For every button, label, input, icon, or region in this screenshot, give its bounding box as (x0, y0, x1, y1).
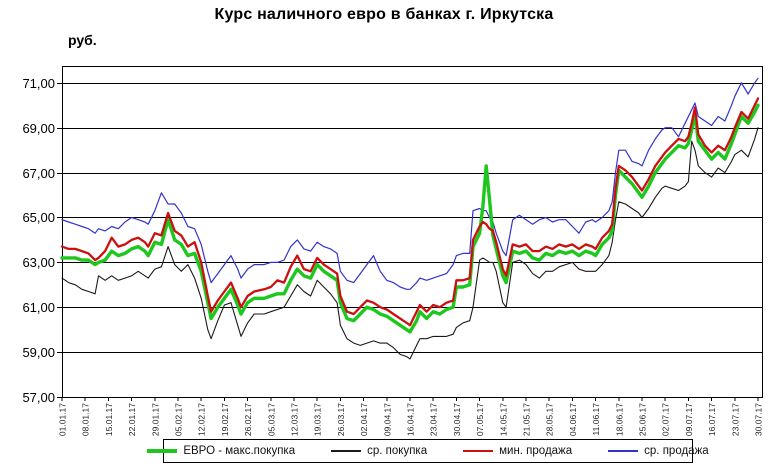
y-tick-label: 61,00 (22, 300, 55, 315)
x-tick-label: 14.05.17 (498, 403, 508, 436)
x-tick-label: 05.03.17 (266, 403, 276, 436)
legend-label-avg-buy: ср. покупка (367, 445, 428, 457)
x-tick-label: 09.07.17 (684, 403, 694, 436)
series-max-buy (60, 103, 760, 334)
plot-frame (62, 66, 763, 398)
series-avg-buy (61, 127, 759, 360)
y-tick-label: 67,00 (22, 166, 55, 181)
x-tick-label: 16.04.17 (406, 403, 416, 436)
x-tick-label: 02.04.17 (359, 403, 369, 436)
series-avg-sell (61, 77, 759, 290)
x-tick-label: 05.02.17 (174, 403, 184, 436)
legend-line-sample-min-sell (463, 449, 494, 453)
legend-label-min-sell: мин. продажа (499, 445, 573, 457)
x-tick-label: 07.05.17 (475, 403, 485, 436)
legend: ЕВРО - макс.покупка ср. покупка мин. прода… (147, 439, 709, 463)
x-tick-label: 22.01.17 (127, 403, 137, 436)
x-tick-label: 18.06.17 (614, 403, 624, 436)
x-tick-label: 15.01.17 (104, 403, 114, 436)
legend-item-avg-buy: ср. покупка (331, 445, 427, 457)
x-tick-label: 30.07.17 (754, 403, 764, 436)
legend-item-avg-sell: ср. продажа (608, 445, 709, 457)
x-tick-label: 01.01.17 (58, 403, 68, 436)
y-axis-unit-label: руб. (68, 32, 97, 48)
legend-line-sample-avg-sell (608, 450, 639, 452)
x-tick-label: 09.04.17 (382, 403, 392, 436)
y-axis-labels: 71,00 69,00 67,00 65,00 63,00 61,00 59,00 57,00 (22, 76, 55, 405)
y-tick-label: 65,00 (22, 210, 55, 225)
y-tick-label: 57,00 (22, 390, 55, 405)
x-tick-label: 29.01.17 (150, 403, 160, 436)
legend-line-sample-max-buy (147, 449, 178, 453)
x-tick-label: 23.04.17 (429, 403, 439, 436)
legend-label-max-buy: ЕВРО - макс.покупка (183, 445, 296, 457)
x-tick-label: 08.01.17 (81, 403, 91, 436)
chart-title: Курс наличного евро в банках г. Иркутска (214, 6, 554, 23)
x-tick-label: 19.03.17 (313, 403, 323, 436)
y-tick-label: 63,00 (22, 255, 55, 270)
y-tick-label: 59,00 (22, 345, 55, 360)
x-tick-label: 19.02.17 (220, 403, 230, 436)
x-tick-label: 12.02.17 (197, 403, 207, 436)
y-tick-label: 71,00 (22, 76, 55, 91)
x-tick-label: 30.04.17 (452, 403, 462, 436)
x-tick-label: 11.06.17 (591, 403, 601, 436)
x-tick-label: 21.05.17 (522, 403, 532, 436)
x-tick-label: 26.02.17 (243, 403, 253, 436)
x-tick-label: 26.03.17 (336, 403, 346, 436)
x-tick-label: 25.06.17 (638, 403, 648, 436)
x-tick-label: 12.03.17 (290, 403, 300, 436)
legend-item-min-sell: мин. продажа (463, 445, 572, 457)
legend-line-sample-avg-buy (331, 450, 362, 452)
x-tick-label: 02.07.17 (661, 403, 671, 436)
legend-item-max-buy: ЕВРО - макс.покупка (147, 445, 295, 457)
x-tick-label: 16.07.17 (707, 403, 717, 436)
x-axis-labels: 01.01.17 08.01.17 15.01.17 22.01.17 29.01.17… (58, 397, 764, 436)
x-tick-label: 28.05.17 (545, 403, 555, 436)
series-min-sell (60, 97, 760, 327)
x-tick-label: 04.06.17 (568, 403, 578, 436)
x-tick-label: 23.07.17 (730, 403, 740, 436)
legend-label-avg-sell: ср. продажа (644, 445, 709, 457)
y-tick-label: 69,00 (22, 121, 55, 136)
